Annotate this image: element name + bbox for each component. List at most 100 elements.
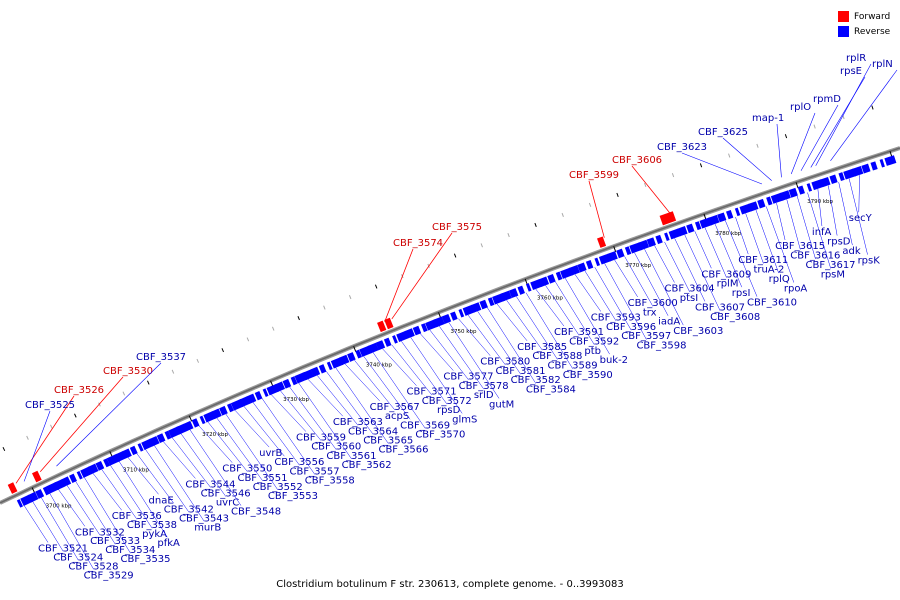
- legend-forward-label: Forward: [854, 12, 890, 22]
- reverse-gene-block: [450, 311, 458, 320]
- genome-map: 3700 kbp3710 kbp3720 kbp3730 kbp3740 kbp…: [0, 0, 900, 600]
- reverse-gene-block: [526, 283, 532, 292]
- reverse-gene-label: CBF_3608: [710, 312, 760, 323]
- reverse-gene-block: [884, 155, 896, 166]
- outer-tick: [349, 295, 351, 299]
- reverse-gene-label: CBF_3566: [378, 445, 428, 456]
- reverse-gene-block: [655, 235, 662, 244]
- reverse-gene-label: rpsE: [840, 66, 862, 77]
- outer-tick: [74, 414, 76, 418]
- reverse-gene-leader: [308, 379, 343, 416]
- outer-tick: [247, 338, 249, 342]
- reverse-gene-block: [807, 183, 812, 192]
- reverse-gene-label: CBF_3525: [25, 400, 75, 411]
- outer-tick: [324, 306, 326, 310]
- reverse-gene-label: rpsM: [821, 270, 845, 281]
- reverse-gene-leader: [128, 457, 159, 494]
- forward-gene-leader: [589, 181, 604, 238]
- reverse-gene-label: CBF_3584: [526, 385, 576, 396]
- reverse-gene-label: CBF_3558: [305, 475, 355, 486]
- reverse-gene-leader: [777, 203, 786, 240]
- reverse-gene-label: rpoA: [784, 284, 808, 295]
- reverse-gene-block: [664, 232, 670, 241]
- kbp-tick-label: 3720 kbp: [202, 432, 228, 438]
- outer-tick: [589, 203, 590, 207]
- outer-tick: [27, 436, 29, 440]
- outer-tick: [729, 154, 730, 158]
- reverse-gene-label: map-1: [752, 113, 784, 124]
- outer-tick: [872, 106, 873, 110]
- reverse-gene-block: [130, 446, 138, 455]
- reverse-gene-label: trx: [643, 307, 657, 318]
- reverse-gene-block: [479, 300, 487, 310]
- forward-gene-label: CBF_3530: [103, 366, 153, 377]
- reverse-gene-leader: [235, 410, 269, 447]
- reverse-gene-leader: [655, 246, 675, 283]
- reverse-gene-label: gutM: [489, 399, 514, 410]
- outer-tick: [617, 193, 618, 197]
- reverse-gene-leader: [791, 113, 815, 174]
- reverse-gene-leader: [816, 64, 871, 166]
- reverse-gene-block: [547, 274, 555, 284]
- reverse-gene-block: [594, 258, 600, 267]
- forward-gene-label: CBF_3574: [393, 238, 443, 249]
- reverse-gene-label: CBF_3625: [698, 127, 748, 138]
- reverse-gene-label: buk-2: [600, 355, 628, 366]
- kbp-tick-label: 3750 kbp: [451, 329, 477, 335]
- reverse-gene-label: CBF_3562: [342, 460, 392, 471]
- reverse-gene-label: glmS: [452, 414, 477, 425]
- forward-gene-leader: [632, 166, 671, 214]
- outer-tick: [481, 243, 482, 247]
- forward-gene-label: CBF_3606: [612, 155, 662, 166]
- kbp-tick-label: 3730 kbp: [283, 397, 309, 403]
- outer-tick: [50, 425, 52, 429]
- reverse-gene-label: CBF_3537: [136, 352, 186, 363]
- reverse-gene-block: [384, 338, 392, 347]
- reverse-gene-block: [458, 309, 464, 318]
- forward-swatch: [838, 11, 849, 22]
- outer-tick: [785, 134, 786, 138]
- kbp-tick-label: 3770 kbp: [625, 263, 651, 269]
- outer-tick: [672, 173, 673, 177]
- kbp-tick-label: 3710 kbp: [123, 467, 149, 473]
- reverse-gene-label: CBF_3623: [657, 142, 707, 153]
- outer-tick: [645, 183, 646, 187]
- reverse-gene-label: CBF_3610: [747, 298, 797, 309]
- forward-gene-label: CBF_3599: [569, 170, 619, 181]
- outer-tick: [375, 285, 376, 289]
- reverse-gene-label: secY: [849, 213, 873, 224]
- reverse-gene-leader: [24, 411, 50, 481]
- map-caption: Clostridium botulinum F str. 230613, com…: [0, 579, 900, 590]
- reverse-gene-leader: [830, 70, 897, 161]
- reverse-gene-block: [192, 418, 200, 427]
- legend-forward: Forward: [838, 9, 890, 24]
- reverse-gene-label: rplN: [872, 59, 893, 70]
- reverse-gene-label: pfkA: [157, 538, 180, 549]
- forward-gene-block: [597, 236, 606, 247]
- reverse-gene-label: CBF_3535: [120, 554, 170, 565]
- reverse-gene-label: rplO: [790, 102, 811, 113]
- outer-tick: [3, 447, 5, 451]
- kbp-tick-label: 3760 kbp: [537, 296, 563, 302]
- reverse-gene-leader: [458, 319, 490, 356]
- reverse-gene-block: [586, 260, 593, 269]
- reverse-gene-leader: [723, 138, 772, 181]
- outer-tick: [814, 125, 815, 129]
- reverse-swatch: [838, 26, 849, 37]
- outer-tick: [197, 359, 199, 363]
- reverse-gene-block: [686, 224, 694, 234]
- reverse-gene-label: CBF_3590: [563, 370, 613, 381]
- reverse-gene-block: [829, 175, 837, 184]
- reverse-gene-block: [255, 391, 263, 400]
- legend-reverse-label: Reverse: [854, 27, 890, 37]
- reverse-gene-block: [798, 185, 805, 194]
- reverse-gene-block: [870, 161, 877, 170]
- forward-gene-label: CBF_3526: [54, 385, 104, 396]
- reverse-gene-leader: [777, 124, 781, 177]
- outer-tick: [123, 392, 125, 396]
- reverse-gene-leader: [682, 153, 762, 184]
- reverse-gene-block: [319, 364, 327, 373]
- outer-tick: [172, 370, 174, 374]
- outer-tick: [700, 163, 701, 167]
- reverse-gene-block: [726, 210, 733, 219]
